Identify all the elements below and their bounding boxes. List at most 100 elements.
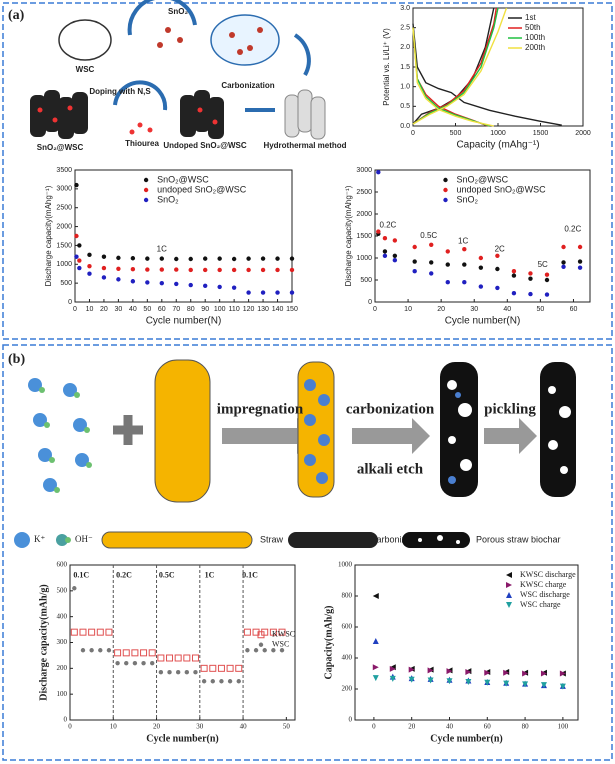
data-point bbox=[279, 648, 285, 653]
data-point bbox=[231, 285, 237, 290]
y-tick-label: 1000 bbox=[338, 561, 353, 569]
data-point bbox=[72, 586, 77, 591]
x-tick-label: 500 bbox=[450, 130, 462, 137]
data-point bbox=[445, 249, 450, 254]
data-point bbox=[200, 664, 208, 672]
data-point bbox=[275, 290, 280, 295]
data-point bbox=[87, 252, 92, 258]
step-label: pickling bbox=[484, 401, 536, 417]
data-point bbox=[561, 264, 566, 269]
data-point bbox=[522, 670, 529, 677]
legend-label: 200th bbox=[525, 43, 545, 52]
data-point bbox=[145, 256, 150, 261]
data-point bbox=[484, 679, 491, 686]
x-tick-label: 40 bbox=[240, 723, 248, 731]
y-tick-label: 200 bbox=[342, 685, 353, 693]
legend-swatch bbox=[258, 642, 264, 647]
legend-swatch bbox=[443, 187, 448, 193]
y-tick-label: 400 bbox=[57, 612, 68, 620]
y-tick-label: 3000 bbox=[56, 186, 72, 193]
data-point bbox=[203, 267, 208, 273]
data-point bbox=[429, 242, 434, 247]
legend-swatch bbox=[506, 592, 512, 598]
data-point bbox=[87, 271, 92, 276]
x-tick-label: 2000 bbox=[575, 130, 591, 137]
data-point bbox=[105, 628, 113, 636]
panel-a-border bbox=[2, 2, 613, 340]
x-tick-label: 90 bbox=[201, 306, 209, 313]
data-point bbox=[217, 284, 222, 290]
data-point bbox=[478, 284, 484, 289]
panel-label: (a) bbox=[8, 8, 25, 23]
legend-label: KWSC discharge bbox=[520, 570, 576, 579]
annotation: 2C bbox=[495, 244, 505, 253]
legend-label: SnO₂@WSC bbox=[157, 174, 209, 184]
x-tick-label: 110 bbox=[229, 306, 240, 313]
data-point bbox=[462, 280, 467, 285]
data-point bbox=[511, 273, 517, 278]
data-point bbox=[217, 256, 222, 261]
x-tick-label: 20 bbox=[153, 723, 161, 731]
legend-label: Straw bbox=[260, 534, 284, 544]
x-tick-label: 150 bbox=[286, 306, 298, 313]
data-point bbox=[191, 654, 199, 662]
data-point bbox=[412, 259, 417, 264]
data-point bbox=[528, 271, 533, 276]
data-point bbox=[445, 262, 450, 267]
data-point bbox=[203, 256, 208, 261]
data-point bbox=[80, 648, 86, 653]
diagram-label: Undoped SnO₂@WSC bbox=[163, 141, 247, 150]
legend-swatch bbox=[143, 187, 149, 193]
legend-label: undoped SnO₂@WSC bbox=[157, 184, 247, 194]
y-tick-label: 500 bbox=[360, 277, 372, 284]
x-tick-label: 20 bbox=[100, 306, 108, 313]
x-axis-label: Cycle number(N) bbox=[146, 316, 222, 327]
data-point bbox=[74, 182, 79, 188]
data-point bbox=[231, 267, 237, 273]
data-point bbox=[148, 649, 156, 657]
legend-swatch bbox=[257, 631, 265, 639]
data-point bbox=[289, 267, 295, 273]
data-point bbox=[188, 267, 193, 273]
data-point bbox=[116, 255, 121, 261]
data-point bbox=[540, 670, 547, 677]
x-tick-label: 0 bbox=[73, 306, 77, 313]
cloud bbox=[210, 14, 280, 66]
data-point bbox=[96, 628, 104, 636]
y-tick-label: 1000 bbox=[356, 255, 372, 262]
y-tick-label: 2000 bbox=[56, 223, 72, 230]
legend-swatch bbox=[506, 582, 512, 588]
data-point bbox=[77, 258, 82, 263]
diagram-label: SnO₂@WSC bbox=[37, 143, 84, 152]
data-point bbox=[577, 259, 583, 264]
data-point bbox=[465, 679, 472, 686]
x-tick-label: 60 bbox=[158, 306, 166, 313]
legend-label: SnO₂ bbox=[457, 194, 479, 204]
data-point bbox=[101, 275, 107, 280]
data-point bbox=[376, 229, 381, 234]
arrow bbox=[222, 418, 315, 454]
data-point bbox=[392, 258, 398, 263]
data-point bbox=[227, 679, 233, 684]
data-point bbox=[130, 256, 136, 261]
data-point bbox=[188, 282, 193, 288]
data-point bbox=[183, 654, 191, 662]
data-point bbox=[174, 256, 179, 262]
data-point bbox=[246, 267, 251, 273]
data-point bbox=[175, 670, 181, 675]
y-tick-label: 2500 bbox=[356, 189, 372, 196]
data-point bbox=[561, 260, 566, 265]
data-point bbox=[188, 256, 193, 262]
annotation: 0.2C bbox=[379, 221, 396, 230]
x-tick-label: 0 bbox=[372, 723, 376, 731]
legend-label: 1st bbox=[525, 13, 536, 22]
data-point bbox=[544, 292, 550, 297]
y-tick-label: 500 bbox=[57, 586, 68, 594]
annotation: 1C bbox=[458, 236, 468, 245]
annotation: 0.2C bbox=[564, 225, 581, 234]
data-point bbox=[462, 247, 467, 252]
y-tick-label: 3000 bbox=[356, 167, 372, 174]
data-point bbox=[145, 280, 150, 285]
data-point bbox=[159, 280, 164, 286]
